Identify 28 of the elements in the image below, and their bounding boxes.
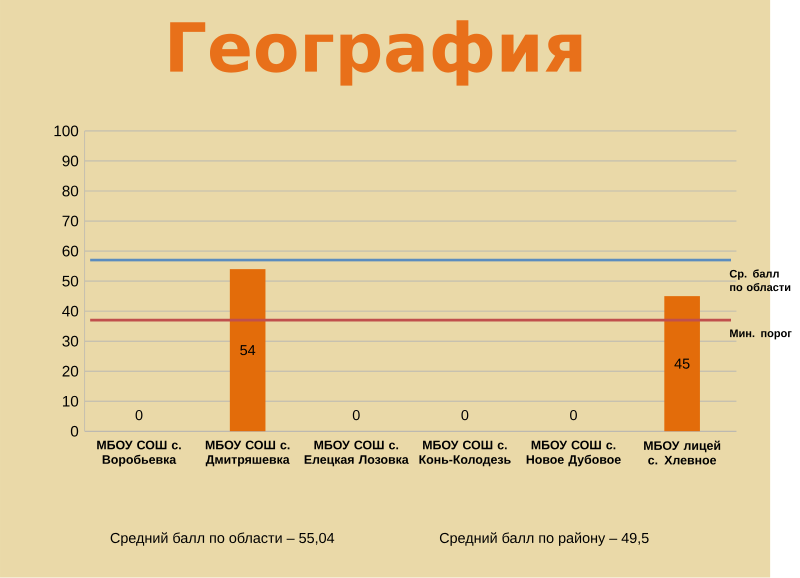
y-tick-label: 70: [62, 216, 78, 227]
y-tick-label: 40: [62, 306, 78, 317]
y-tick-label: 80: [62, 186, 78, 197]
x-tick-label: МБОУ СОШ с. Конь-Колодезь: [419, 440, 511, 466]
x-tick-label: МБОУ СОШ с. Елецкая Лозовка: [304, 440, 409, 466]
data-label: 0: [570, 410, 577, 420]
y-tick-label: 60: [62, 246, 78, 257]
y-tick-label: 20: [62, 366, 78, 377]
y-tick-label: 50: [62, 276, 78, 287]
data-label: 0: [352, 410, 360, 420]
text: Средний балл по области – 55,04: [110, 532, 334, 546]
y-tick-label: 30: [62, 336, 78, 347]
ref-line-label: Мин. порог: [730, 330, 792, 340]
x-tick-label: МБОУ СОШ с. Новое Дубовое: [526, 440, 621, 467]
chart-title: География: [170, 20, 582, 86]
x-tick-label: МБОУ СОШ с. Воробьевка: [97, 440, 181, 467]
y-tick-label: 0: [70, 426, 78, 437]
y-tick-label: 10: [62, 396, 78, 407]
data-label: 0: [461, 410, 468, 420]
y-tick-label: 100: [54, 126, 78, 137]
data-label: 54: [240, 345, 256, 356]
x-tick-label: МБОУ СОШ с. Дмитряшевка: [206, 440, 290, 467]
y-tick-label: 90: [62, 156, 78, 167]
x-tick-label: МБОУ лицей с. Хлевное: [644, 440, 720, 465]
data-label: 0: [136, 410, 142, 420]
data-label: 45: [674, 358, 690, 369]
text: Средний балл по району – 49,5: [440, 532, 649, 546]
ref-line-label: Ср. балл по области: [730, 270, 790, 292]
